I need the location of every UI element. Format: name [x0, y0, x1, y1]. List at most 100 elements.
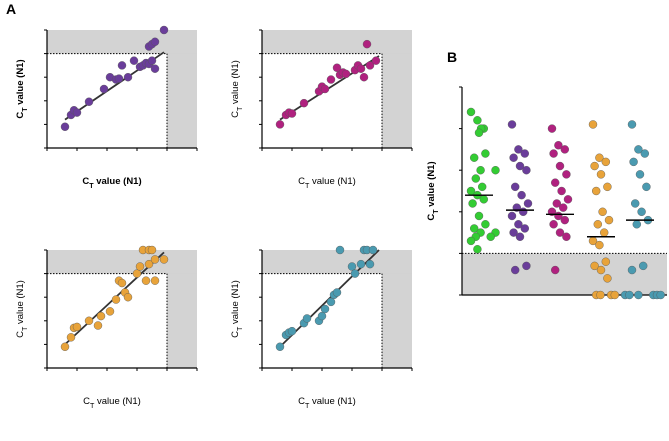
- data-point: [604, 215, 614, 225]
- data-point: [470, 153, 479, 162]
- data-point: [123, 293, 133, 302]
- data-point: [365, 61, 375, 70]
- data-point: [159, 255, 169, 264]
- data-point: [520, 149, 529, 158]
- data-point: [635, 170, 645, 179]
- data-point: [473, 116, 482, 125]
- data-point: [520, 224, 529, 233]
- y-axis-label: CT value (N1): [426, 161, 440, 220]
- data-point: [356, 259, 366, 269]
- data-point: [559, 203, 568, 212]
- data-point: [150, 276, 160, 285]
- y-axis-label-line2: CT value (N1): [230, 280, 244, 338]
- strip-column-0: [465, 107, 500, 254]
- data-point: [117, 61, 127, 70]
- data-point: [299, 98, 309, 108]
- data-point: [84, 316, 94, 325]
- grey-region-y: [262, 30, 412, 54]
- data-point: [640, 149, 649, 158]
- data-point: [123, 72, 133, 82]
- data-point: [365, 259, 375, 269]
- data-point: [275, 342, 285, 351]
- data-point: [515, 161, 525, 171]
- data-point: [601, 157, 610, 167]
- x-axis-label-line2: CT value (N1): [82, 176, 141, 190]
- x-axis-label-line2: CT value (N1): [298, 176, 356, 190]
- data-point: [595, 153, 604, 162]
- data-point: [596, 170, 606, 179]
- data-point: [335, 245, 345, 255]
- scatter-panel-b: CT value (N1) CT value (N1): [230, 29, 413, 190]
- data-point: [302, 314, 312, 323]
- data-point: [601, 257, 610, 266]
- data-point: [610, 290, 619, 300]
- data-point: [478, 182, 487, 192]
- scatter-panel-a: CT value (N1) CT value (N1): [15, 25, 198, 190]
- data-point: [93, 321, 103, 330]
- x-axis-label-line2: CT value (N1): [298, 396, 356, 410]
- data-point: [600, 228, 609, 237]
- data-point: [560, 145, 569, 154]
- data-point: [634, 290, 643, 300]
- data-point: [509, 228, 518, 237]
- data-point: [656, 290, 665, 300]
- data-point: [474, 128, 484, 137]
- data-point: [287, 109, 297, 118]
- y-axis-label-line2: CT value (N1): [15, 280, 29, 338]
- data-point: [320, 84, 330, 94]
- data-point: [629, 157, 638, 167]
- data-point: [114, 74, 124, 83]
- data-point: [551, 265, 560, 275]
- data-point: [590, 161, 599, 171]
- data-point: [547, 124, 557, 133]
- data-point: [596, 290, 605, 300]
- data-point: [514, 220, 523, 229]
- y-axis-label-line2: CT value (N1): [230, 60, 244, 118]
- data-point: [359, 72, 369, 82]
- data-point: [99, 84, 109, 94]
- data-point: [637, 207, 646, 217]
- data-point: [72, 322, 82, 332]
- data-point: [144, 259, 154, 269]
- data-point: [522, 261, 531, 271]
- data-point: [596, 265, 606, 275]
- data-point: [371, 56, 381, 65]
- data-point: [562, 232, 571, 241]
- data-point: [639, 261, 648, 271]
- grey-region-y: [47, 30, 197, 54]
- data-point: [473, 245, 482, 254]
- data-point: [519, 207, 528, 217]
- data-point: [474, 211, 484, 221]
- data-point: [468, 199, 477, 208]
- data-point: [631, 199, 640, 208]
- panel-letter-b: B: [447, 49, 457, 65]
- strip-column-4: [620, 120, 665, 300]
- scatter-panels: CT value (N1)CT value (N1)CT value (N1)C…: [15, 25, 413, 410]
- data-point: [509, 153, 518, 162]
- data-point: [332, 63, 342, 72]
- data-point: [555, 228, 565, 237]
- data-point: [549, 149, 558, 158]
- data-point: [317, 311, 327, 321]
- data-point: [562, 170, 571, 179]
- strip-panel: CT value (N1): [426, 86, 667, 300]
- data-point: [557, 186, 566, 196]
- data-point: [129, 56, 139, 65]
- data-point: [159, 25, 169, 35]
- data-point: [515, 232, 525, 241]
- data-point: [72, 108, 82, 117]
- data-point: [341, 69, 351, 79]
- data-point: [362, 39, 372, 49]
- data-point: [84, 97, 94, 106]
- data-point: [522, 165, 531, 175]
- data-point: [511, 182, 520, 192]
- grey-region-y: [262, 250, 412, 274]
- data-point: [287, 326, 297, 336]
- data-point: [356, 64, 366, 73]
- data-point: [368, 245, 378, 255]
- data-point: [147, 245, 157, 255]
- y-axis-label-line2: CT value (N1): [15, 59, 29, 118]
- data-point: [466, 236, 476, 246]
- data-point: [625, 290, 634, 300]
